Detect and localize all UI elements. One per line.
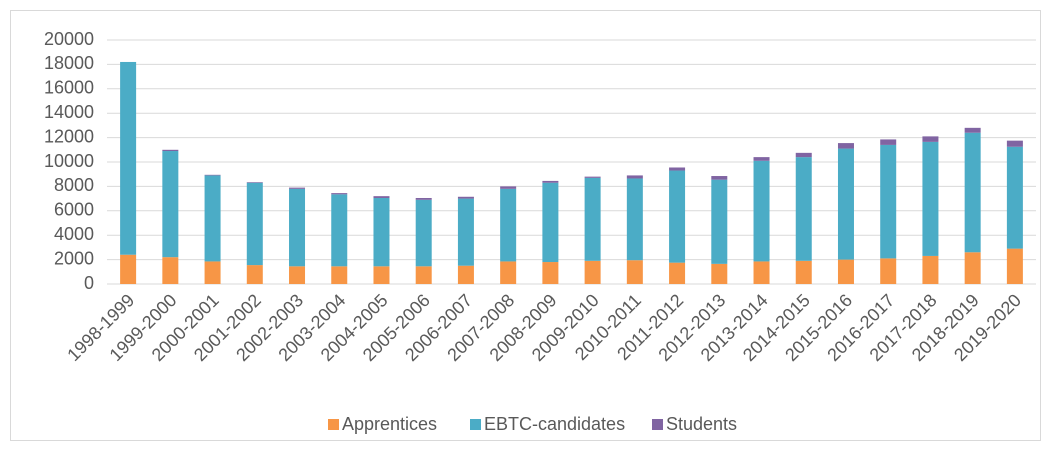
bar-segment — [162, 151, 179, 258]
y-tick-label: 2000 — [54, 248, 94, 268]
bar-segment — [289, 187, 306, 189]
bar-segment — [837, 143, 854, 149]
bar-segment — [500, 188, 517, 262]
bar-segment — [415, 199, 432, 267]
bar-segment — [584, 260, 601, 284]
y-tick-label: 18000 — [44, 53, 94, 73]
bar-segment — [542, 262, 559, 284]
legend-swatch — [652, 419, 663, 430]
bar-segment — [331, 193, 348, 195]
bar-segment — [162, 257, 179, 284]
bar-segment — [711, 263, 728, 284]
bar-segment — [415, 266, 432, 284]
bar-segment — [880, 258, 897, 284]
bar-segment — [626, 175, 643, 179]
legend-label: Students — [666, 414, 737, 434]
y-tick-label: 12000 — [44, 126, 94, 146]
y-tick-label: 0 — [84, 273, 94, 293]
bar-segment — [753, 261, 770, 284]
bar-segment — [795, 152, 812, 158]
bar-segment — [669, 170, 686, 263]
bar-segment — [711, 176, 728, 180]
bar-segment — [584, 176, 601, 178]
bar-segment — [500, 186, 517, 189]
bar-segment — [289, 188, 306, 267]
bar-segment — [753, 157, 770, 161]
bar-segment — [964, 127, 981, 133]
bar-segment — [204, 261, 221, 284]
bar-segment — [1006, 140, 1023, 147]
bar-segment — [120, 254, 137, 284]
bar-segment — [626, 260, 643, 284]
bar-segment — [964, 132, 981, 253]
bar-segment — [542, 182, 559, 263]
bar-segment — [542, 180, 559, 183]
y-tick-label: 4000 — [54, 224, 94, 244]
bar-segment — [922, 255, 939, 284]
y-tick-label: 16000 — [44, 78, 94, 98]
bar-segment — [711, 179, 728, 264]
legend-swatch — [328, 419, 339, 430]
bar-segment — [457, 265, 474, 284]
bar-segment — [922, 141, 939, 256]
bar-segment — [500, 261, 517, 284]
bar-segment — [331, 266, 348, 284]
bar-segment — [373, 196, 390, 198]
legend-swatch — [470, 419, 481, 430]
bar-segment — [415, 197, 432, 200]
y-tick-label: 14000 — [44, 102, 94, 122]
bar-segment — [373, 266, 390, 284]
bar-segment — [795, 260, 812, 284]
bar-segment — [331, 194, 348, 267]
bar-segment — [837, 259, 854, 284]
bar-segment — [584, 177, 601, 261]
bar-segment — [289, 266, 306, 284]
legend-label: Apprentices — [342, 414, 437, 434]
bar-segment — [204, 174, 221, 176]
bar-segment — [457, 196, 474, 199]
bar-segment — [162, 149, 179, 152]
legend-label: EBTC-candidates — [484, 414, 625, 434]
y-tick-label: 6000 — [54, 200, 94, 220]
bar-segment — [1006, 248, 1023, 284]
bar-segment — [120, 61, 137, 255]
bar-segment — [204, 175, 221, 262]
bar-segment — [373, 197, 390, 267]
bar-segment — [880, 144, 897, 259]
y-tick-label: 8000 — [54, 175, 94, 195]
bar-segment — [626, 178, 643, 261]
bar-segment — [669, 167, 686, 171]
bar-segment — [246, 182, 263, 183]
bar-segment — [669, 262, 686, 284]
y-tick-label: 20000 — [44, 29, 94, 49]
bar-segment — [246, 265, 263, 284]
bar-segment — [922, 136, 939, 142]
chart-frame — [10, 10, 1041, 441]
y-tick-label: 10000 — [44, 151, 94, 171]
bar-segment — [880, 139, 897, 145]
bar-segment — [964, 252, 981, 284]
bar-segment — [795, 157, 812, 261]
bar-segment — [753, 160, 770, 262]
bar-segment — [457, 198, 474, 266]
bar-segment — [837, 148, 854, 260]
bar-segment — [246, 182, 263, 266]
bar-segment — [1006, 146, 1023, 249]
